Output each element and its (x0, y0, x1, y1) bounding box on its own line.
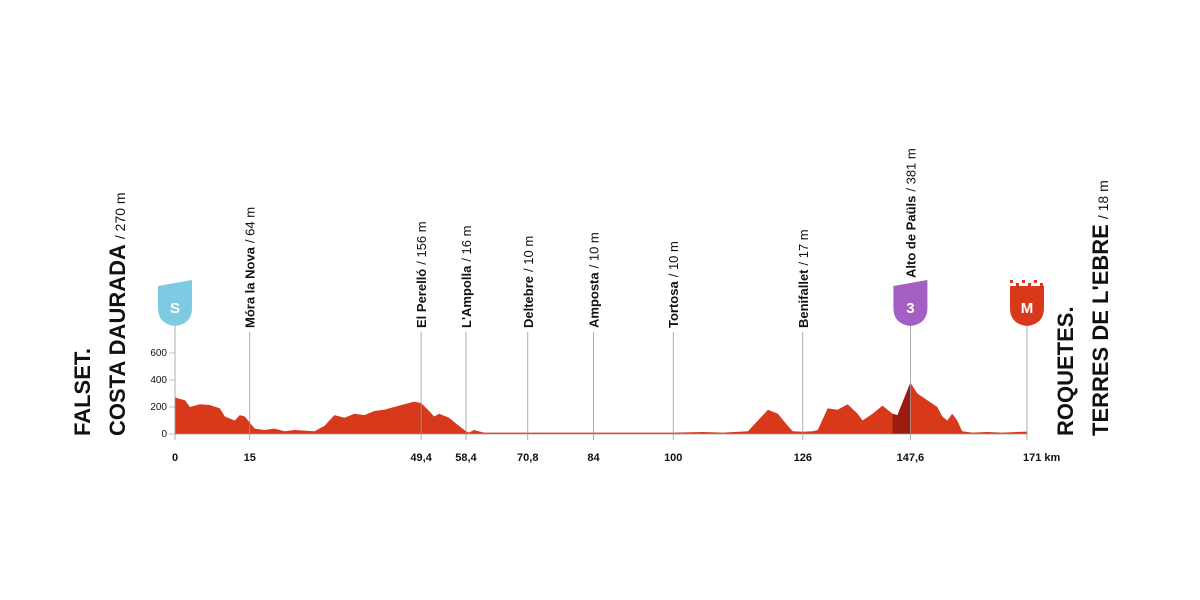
checker (1010, 280, 1013, 283)
x-tick-label: 70,8 (517, 452, 538, 464)
finish-line2: TERRES DE L'EBRE / 18 m (1088, 180, 1113, 436)
waypoint-label: Benifallet / 17 m (796, 229, 811, 328)
x-tick-label: 15 (244, 452, 256, 464)
badge-shield (893, 286, 928, 326)
waypoint-altitude: / 10 m (587, 232, 602, 268)
badge-label: M (1021, 300, 1034, 317)
waypoint-name: Benifallet (796, 269, 811, 328)
finish-altitude: / 18 m (1095, 180, 1111, 219)
climb-area (892, 382, 911, 434)
waypoint-label: Tortosa / 10 m (666, 241, 681, 328)
waypoint-name: Amposta (587, 272, 602, 328)
start-line1: FALSET. (70, 348, 95, 436)
x-tick-label: 171 km (1023, 452, 1061, 464)
x-tick-label: 100 (664, 452, 682, 464)
x-tick-label: 49,4 (410, 452, 432, 464)
flag (893, 280, 928, 286)
finish-line1: ROQUETES. (1053, 306, 1078, 436)
start-altitude: / 270 m (112, 192, 128, 239)
y-tick-label: 0 (161, 429, 167, 440)
x-tick-label: 84 (587, 452, 600, 464)
waypoint-altitude: / 64 m (243, 207, 258, 243)
start-name: COSTA DAURADA (105, 244, 130, 436)
checker (1028, 283, 1031, 286)
checker (1040, 283, 1043, 286)
waypoint-name: Tortosa (666, 281, 681, 328)
waypoint-label: L'Ampolla / 16 m (459, 226, 474, 328)
waypoint-altitude: / 10 m (521, 236, 536, 272)
waypoint-name: Deltebre (521, 276, 536, 328)
waypoint-label: Amposta / 10 m (587, 232, 602, 328)
waypoint-name: Móra la Nova (243, 246, 258, 328)
start-line2: COSTA DAURADA / 270 m (105, 192, 130, 436)
badge-label: 3 (906, 300, 914, 317)
waypoint-altitude: / 17 m (796, 229, 811, 265)
x-tick-label: 58,4 (455, 452, 477, 464)
waypoint-altitude: / 16 m (459, 226, 474, 262)
badge-label: S (170, 300, 180, 317)
waypoint-label: Deltebre / 10 m (521, 236, 536, 328)
y-tick-label: 400 (150, 375, 167, 386)
finish-name: TERRES DE L'EBRE (1088, 224, 1113, 436)
waypoint-altitude: / 10 m (666, 241, 681, 277)
badge-shield (1010, 286, 1044, 326)
x-tick-label: 0 (172, 452, 178, 464)
checker (1022, 280, 1025, 283)
waypoint-label: Móra la Nova / 64 m (243, 207, 258, 328)
y-tick-label: 200 (150, 402, 167, 413)
elevation-area (175, 382, 1027, 434)
x-tick-label: 147,6 (897, 452, 925, 464)
waypoint-altitude: / 156 m (414, 221, 429, 264)
checker (1034, 280, 1037, 283)
waypoint-altitude: / 381 m (903, 148, 918, 191)
waypoint-name: Alto de Paüls (903, 196, 918, 278)
flag (158, 280, 192, 286)
waypoint-label: Alto de Paüls / 381 m (903, 148, 918, 278)
waypoint-name: L'Ampolla (459, 265, 474, 328)
x-tick-label: 126 (794, 452, 812, 464)
y-tick-label: 600 (150, 348, 167, 359)
waypoint-name: El Perelló (414, 269, 429, 328)
badge-shield (158, 286, 192, 326)
checker (1016, 283, 1019, 286)
waypoint-label: El Perelló / 156 m (414, 221, 429, 328)
